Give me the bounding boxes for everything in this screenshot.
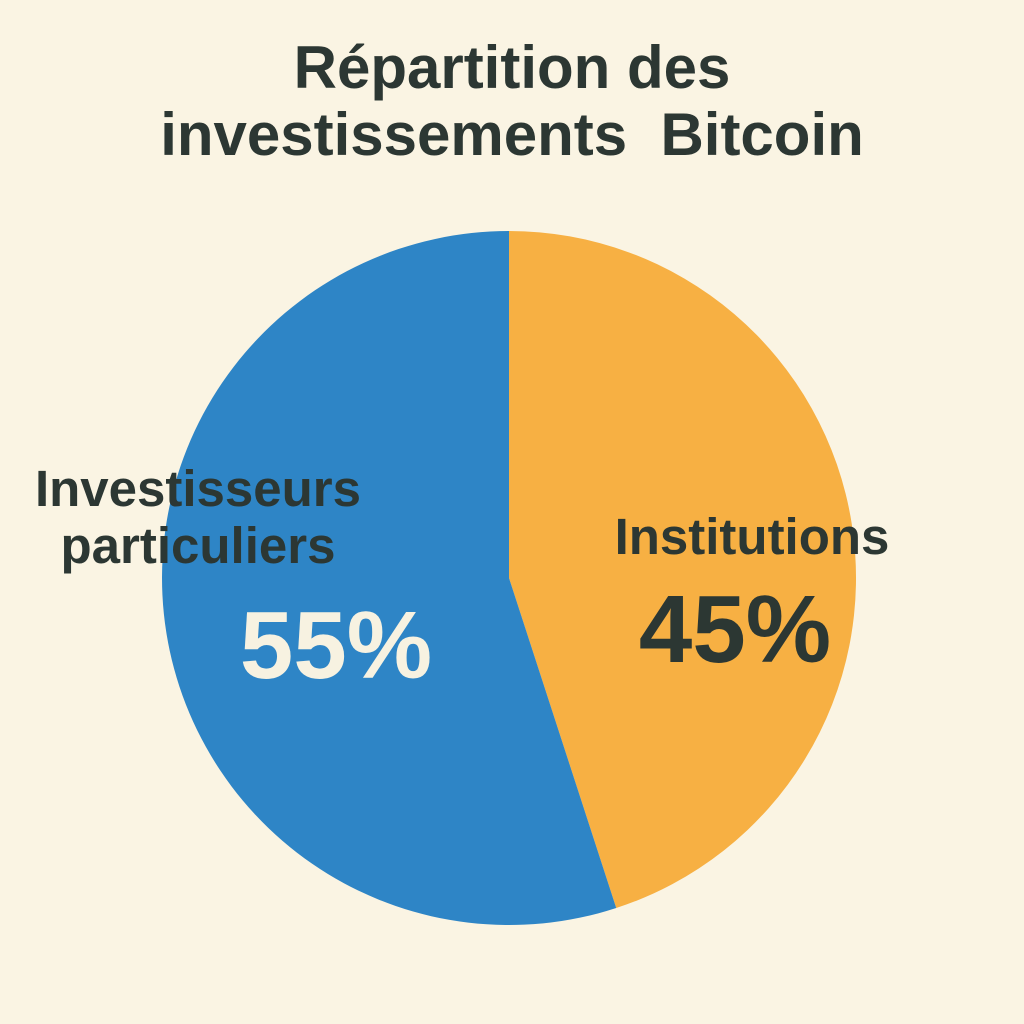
slice-label-institutions: Institutions xyxy=(614,508,890,565)
pie-slice-institutions xyxy=(509,231,857,909)
slice-label-investisseurs-particuliers: Investisseurs particuliers xyxy=(34,460,362,574)
slice-value-institutions: 45% xyxy=(638,576,832,683)
pie-slice-investisseurs-particuliers xyxy=(162,231,617,925)
page-title: Répartition des investissements Bitcoin xyxy=(0,34,1024,168)
title-line-2: investissements Bitcoin xyxy=(160,101,864,168)
title-line-1: Répartition des xyxy=(293,34,731,101)
slice-value-investisseurs-particuliers: 55% xyxy=(239,592,433,699)
